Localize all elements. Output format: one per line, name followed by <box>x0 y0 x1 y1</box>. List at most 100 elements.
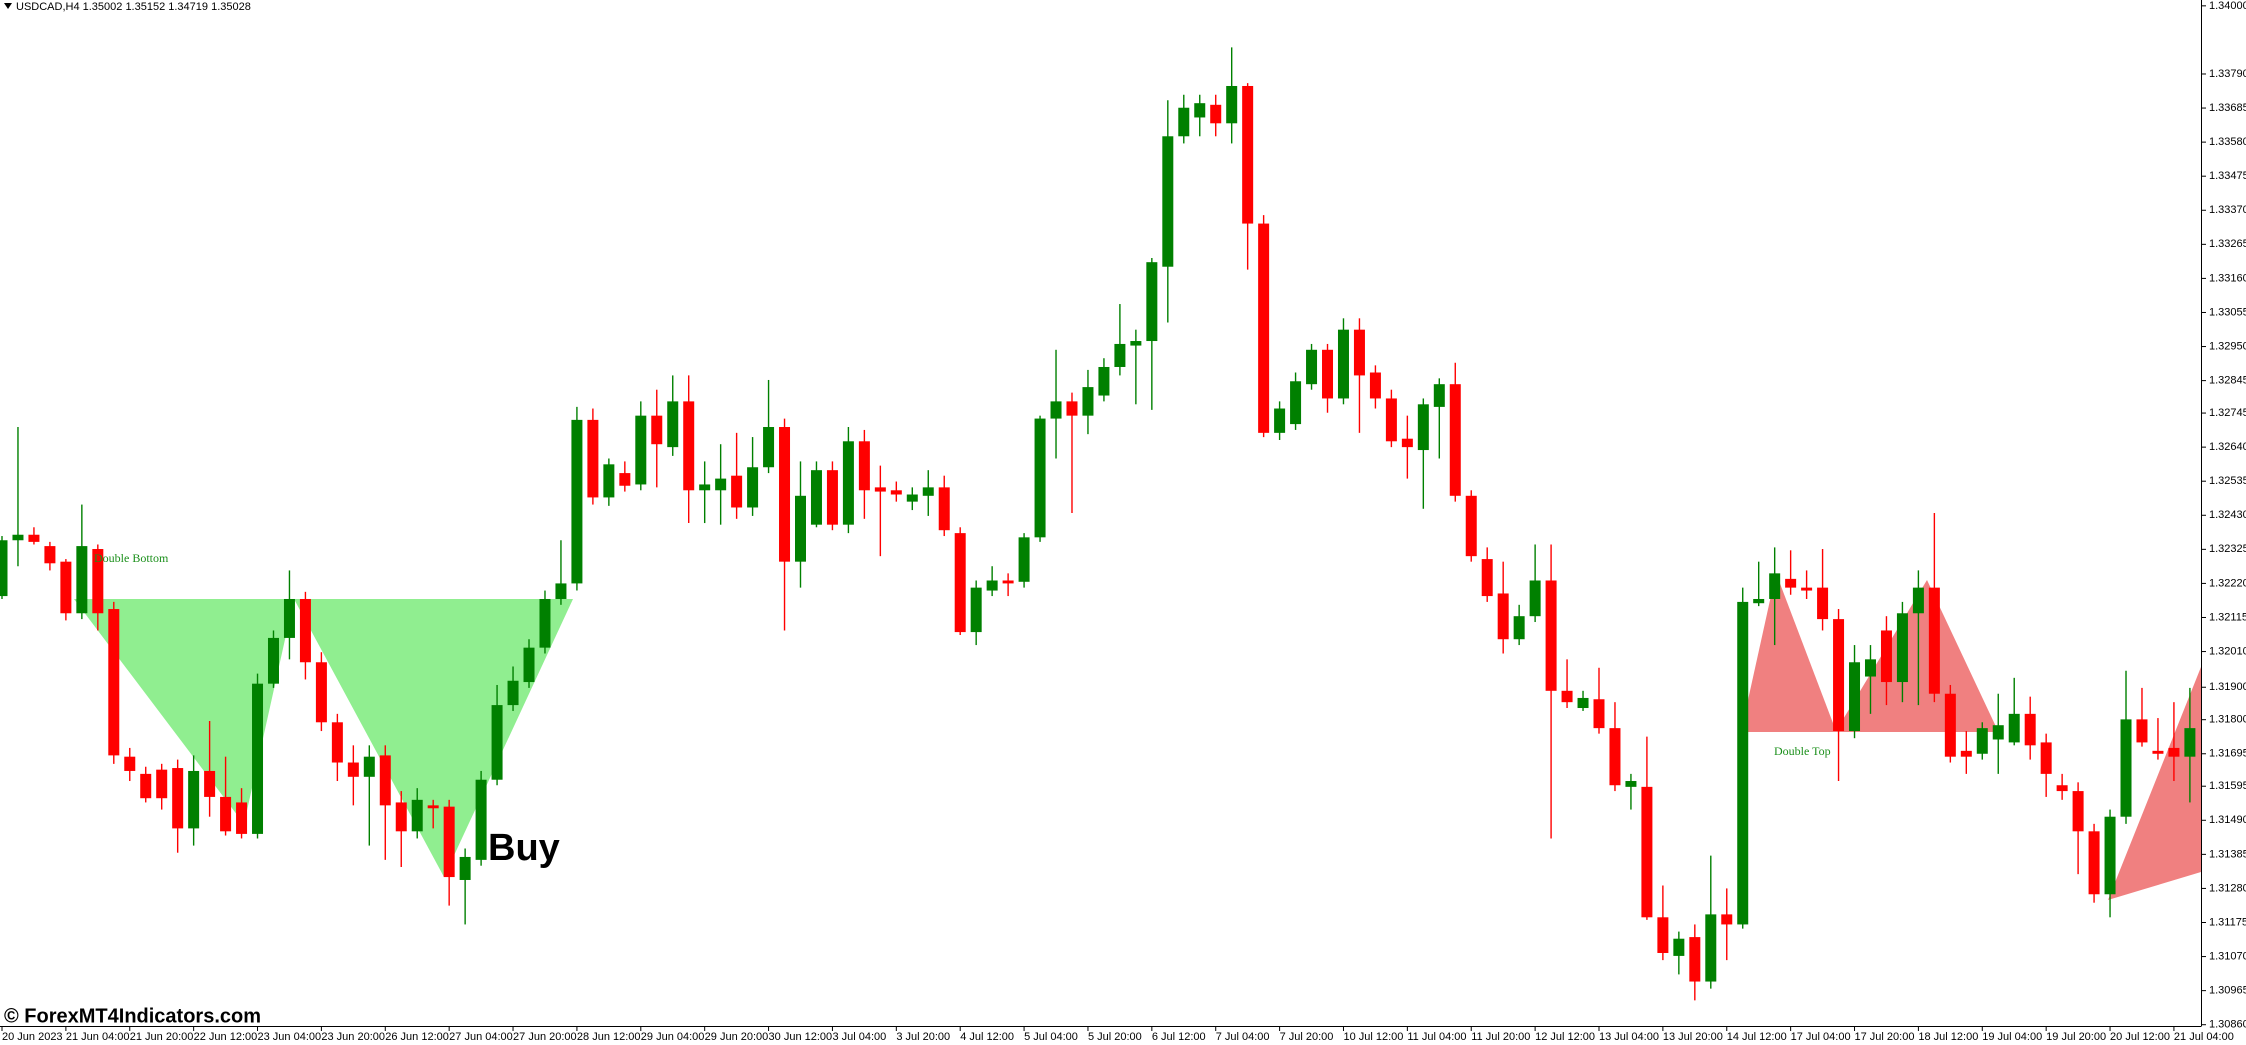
y-tick-label: 1.33685 <box>2209 102 2246 114</box>
candle-body <box>507 680 519 706</box>
candle-body <box>1385 398 1397 442</box>
candle-body <box>172 768 184 829</box>
candle-body <box>555 583 567 599</box>
x-tick-label: 3 Jul 04:00 <box>832 1031 886 1043</box>
candle-body <box>475 779 487 860</box>
candle-body <box>283 598 295 638</box>
candle-body <box>1673 938 1685 956</box>
candle-body <box>124 756 136 771</box>
candle-body <box>683 401 695 491</box>
candle-body <box>1274 408 1286 433</box>
candle-body <box>1849 662 1861 732</box>
x-tick-label: 17 Jul 04:00 <box>1791 1031 1851 1043</box>
candle-body <box>2024 713 2036 746</box>
y-tick-label: 1.32430 <box>2209 509 2246 521</box>
y-tick-label: 1.32535 <box>2209 475 2246 487</box>
double-top-zone-left <box>1748 573 1836 731</box>
y-tick-label: 1.31595 <box>2209 780 2246 792</box>
candle-body <box>890 490 902 495</box>
candle-body <box>587 419 599 498</box>
candle-body <box>2072 791 2084 832</box>
candle-body <box>1290 381 1302 425</box>
candle-body <box>1705 914 1717 982</box>
x-tick-label: 22 Jun 12:00 <box>194 1031 258 1043</box>
y-tick-label: 1.31800 <box>2209 714 2246 726</box>
candle-body <box>252 683 264 834</box>
x-tick-label: 19 Jul 04:00 <box>1982 1031 2042 1043</box>
candle-body <box>1258 223 1270 433</box>
candle-body <box>0 540 8 597</box>
double-top-label: Double Top <box>1774 744 1831 758</box>
candle-body <box>731 475 743 508</box>
candle-body <box>267 637 279 684</box>
candle-body <box>1944 693 1956 757</box>
candle-body <box>1242 85 1254 224</box>
y-tick-label: 1.32010 <box>2209 645 2246 657</box>
x-tick-label: 29 Jun 20:00 <box>705 1031 769 1043</box>
y-tick-label: 1.33475 <box>2209 170 2246 182</box>
x-tick-label: 20 Jun 2023 <box>2 1031 63 1043</box>
candle-body <box>699 484 711 491</box>
candle-body <box>1066 401 1078 416</box>
x-tick-label: 21 Jun 20:00 <box>130 1031 194 1043</box>
watermark: © ForexMT4Indicators.com <box>4 1005 261 1027</box>
candle-body <box>1194 103 1206 118</box>
candle-body <box>1976 728 1988 754</box>
candle-body <box>1513 616 1525 640</box>
y-tick-label: 1.31490 <box>2209 814 2246 826</box>
candle-body <box>2040 742 2052 774</box>
candle-body <box>523 647 535 683</box>
candle-body <box>1960 750 1972 757</box>
candle-body <box>858 441 870 491</box>
y-tick-label: 1.30965 <box>2209 985 2246 997</box>
candle-body <box>1178 107 1190 137</box>
candle-body <box>1625 781 1637 787</box>
candle-body <box>2184 728 2196 757</box>
candle-body <box>1801 587 1813 591</box>
candle-body <box>1880 630 1892 683</box>
double-bottom-label: Double Bottom <box>94 551 169 565</box>
candle-body <box>1130 341 1142 346</box>
x-tick-label: 26 Jun 12:00 <box>385 1031 449 1043</box>
chart-title: USDCAD,H4 1.35002 1.35152 1.34719 1.3502… <box>16 1 251 13</box>
x-tick-label: 20 Jul 12:00 <box>2110 1031 2170 1043</box>
candle-body <box>299 598 311 663</box>
candle-body <box>715 478 727 491</box>
y-tick-label: 1.32640 <box>2209 441 2246 453</box>
candle-body <box>1721 914 1733 925</box>
y-tick-label: 1.33580 <box>2209 136 2246 148</box>
x-tick-label: 11 Jul 20:00 <box>1471 1031 1530 1043</box>
y-tick-label: 1.34000 <box>2209 0 2246 12</box>
y-tick-label: 1.31280 <box>2209 882 2246 894</box>
candle-body <box>1465 495 1477 557</box>
candle-body <box>651 415 663 445</box>
candle-body <box>2120 719 2132 817</box>
y-tick-label: 1.30860 <box>2209 1019 2246 1031</box>
x-tick-label: 13 Jul 04:00 <box>1599 1031 1659 1043</box>
x-tick-label: 23 Jun 04:00 <box>258 1031 322 1043</box>
candle-body <box>1018 537 1030 582</box>
candle-body <box>1593 699 1605 729</box>
x-tick-label: 21 Jul 04:00 <box>2174 1031 2234 1043</box>
candle-body <box>491 705 503 780</box>
x-tick-label: 17 Jul 20:00 <box>1855 1031 1915 1043</box>
x-tick-label: 14 Jul 12:00 <box>1727 1031 1787 1043</box>
candle-body <box>1609 728 1621 786</box>
x-tick-label: 27 Jun 04:00 <box>449 1031 513 1043</box>
candle-body <box>1050 401 1062 419</box>
candle-body <box>1497 593 1509 640</box>
candle-body <box>2136 719 2148 743</box>
candle-body <box>92 549 104 614</box>
candle-body <box>906 494 918 502</box>
candle-body <box>667 401 679 448</box>
candle-body <box>922 487 934 496</box>
candle-body <box>1689 937 1701 982</box>
candle-body <box>1641 786 1653 918</box>
candle-body <box>938 487 950 531</box>
candle-body <box>204 770 216 797</box>
candle-body <box>795 495 806 562</box>
candle-body <box>1449 384 1461 496</box>
y-tick-label: 1.33055 <box>2209 306 2246 318</box>
y-tick-label: 1.31695 <box>2209 748 2246 760</box>
